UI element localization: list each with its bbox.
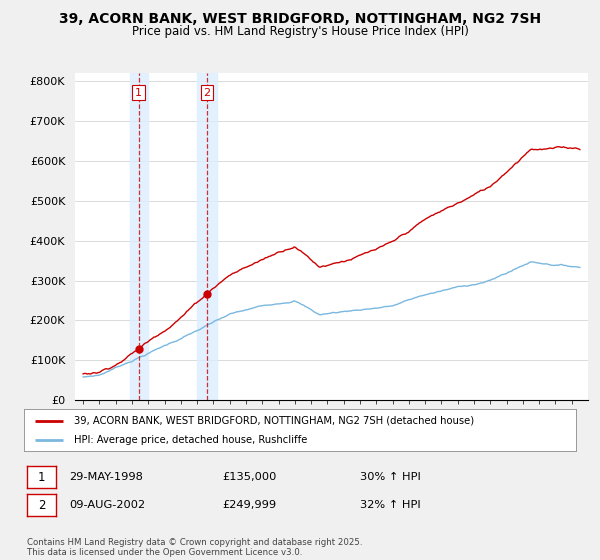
Text: Contains HM Land Registry data © Crown copyright and database right 2025.
This d: Contains HM Land Registry data © Crown c…: [27, 538, 362, 557]
Text: 39, ACORN BANK, WEST BRIDGFORD, NOTTINGHAM, NG2 7SH: 39, ACORN BANK, WEST BRIDGFORD, NOTTINGH…: [59, 12, 541, 26]
Text: £249,999: £249,999: [222, 500, 276, 510]
Text: 29-MAY-1998: 29-MAY-1998: [69, 472, 143, 482]
Text: £135,000: £135,000: [222, 472, 277, 482]
Text: 32% ↑ HPI: 32% ↑ HPI: [360, 500, 421, 510]
Text: 2: 2: [203, 87, 211, 97]
Text: 2: 2: [38, 498, 45, 512]
Text: 39, ACORN BANK, WEST BRIDGFORD, NOTTINGHAM, NG2 7SH (detached house): 39, ACORN BANK, WEST BRIDGFORD, NOTTINGH…: [74, 416, 474, 426]
Text: 30% ↑ HPI: 30% ↑ HPI: [360, 472, 421, 482]
Text: Price paid vs. HM Land Registry's House Price Index (HPI): Price paid vs. HM Land Registry's House …: [131, 25, 469, 38]
Text: HPI: Average price, detached house, Rushcliffe: HPI: Average price, detached house, Rush…: [74, 435, 307, 445]
Text: 1: 1: [135, 87, 142, 97]
Bar: [130, 73, 148, 400]
Text: 1: 1: [38, 470, 45, 484]
Bar: [197, 73, 217, 400]
Text: 09-AUG-2002: 09-AUG-2002: [69, 500, 145, 510]
